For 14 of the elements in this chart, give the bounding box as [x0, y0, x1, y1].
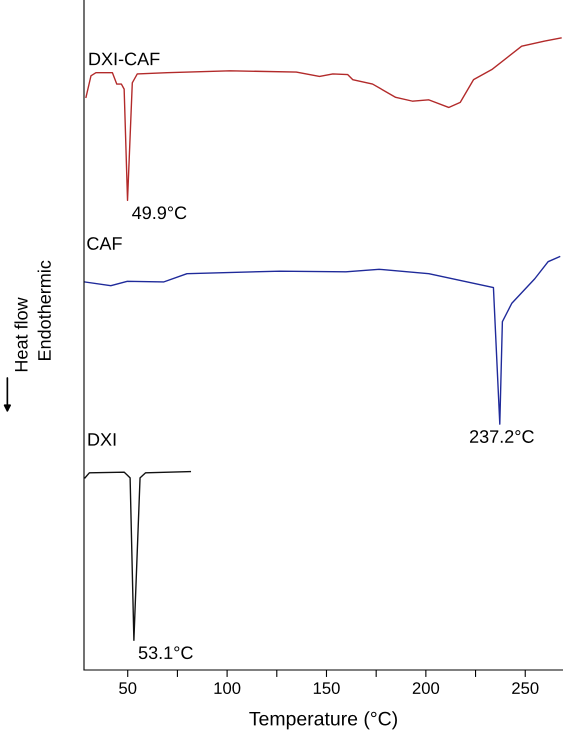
series-label: CAF	[87, 237, 122, 250]
series-label: DXI-CAF	[89, 52, 160, 66]
x-axis-title: Temperature (°C)	[249, 711, 397, 730]
x-tick-label: 50	[119, 682, 136, 694]
series-label: DXI	[88, 433, 116, 446]
annotation: 237.2°C	[470, 430, 534, 443]
text: Endothermic	[38, 260, 51, 360]
x-tick-label: 150	[314, 682, 340, 694]
x-tick-label: 200	[412, 682, 440, 694]
x-tick-label: 250	[512, 682, 538, 694]
annotation: 53.1°C	[138, 646, 193, 660]
x-tick-label: 100	[214, 682, 240, 694]
y-axis-title: Heat flow	[14, 297, 28, 372]
annotation: 49.9°C	[132, 206, 186, 220]
